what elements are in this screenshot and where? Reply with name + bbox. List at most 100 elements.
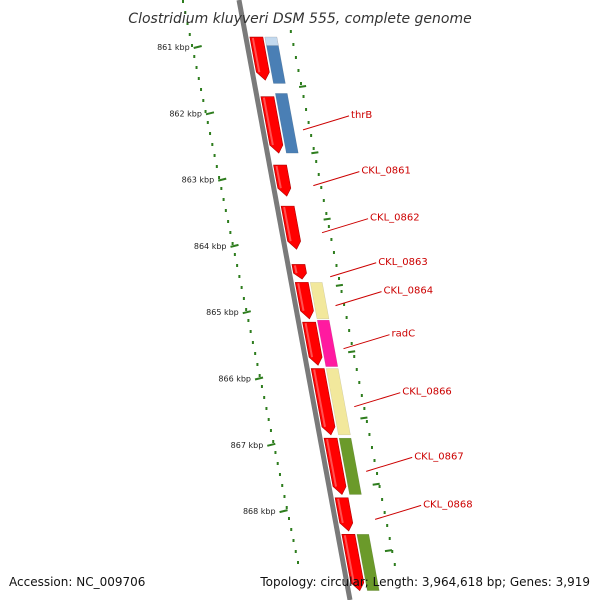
outer-track-dot xyxy=(381,498,384,501)
scale-label: 862 kbp xyxy=(169,109,202,118)
leader-line xyxy=(335,291,382,307)
outer-track-dot xyxy=(302,95,305,98)
accession-label: Accession: NC_009706 xyxy=(9,575,145,589)
leader-line xyxy=(354,392,401,408)
outer-track-dot xyxy=(317,173,320,176)
outer-track-dot xyxy=(343,303,346,306)
scale-label: 866 kbp xyxy=(218,375,251,384)
leader-line xyxy=(374,504,422,520)
track-dot xyxy=(269,429,272,432)
track-dot xyxy=(184,11,187,14)
gene-highlight xyxy=(283,206,292,242)
track-dot xyxy=(254,352,257,355)
scale-tick xyxy=(217,177,227,182)
scale-label: 864 kbp xyxy=(194,242,227,251)
gene-label: CKL_0864 xyxy=(384,286,434,297)
track-dot xyxy=(242,297,245,300)
gene-highlight xyxy=(326,438,337,487)
track-dot xyxy=(283,495,286,498)
feature-track xyxy=(264,36,380,591)
track-dot xyxy=(247,319,250,322)
track-dot xyxy=(193,55,196,58)
outer-tick xyxy=(348,350,356,354)
track-dot xyxy=(236,264,239,267)
track-dot xyxy=(249,330,252,333)
outer-tick xyxy=(311,151,319,155)
gene-highlight xyxy=(293,265,298,274)
gene-track xyxy=(249,36,365,592)
outer-track-dot xyxy=(386,524,389,527)
track-dot xyxy=(202,99,205,102)
outer-track-dot xyxy=(322,199,325,202)
scale-tick xyxy=(242,310,251,315)
gene-label: CKL_0866 xyxy=(402,387,452,398)
outer-track-dot xyxy=(391,550,394,553)
gene-label: CKL_0867 xyxy=(414,451,464,462)
outer-track-dot xyxy=(292,43,295,46)
gene-highlight xyxy=(337,498,344,524)
outer-track-dot xyxy=(348,329,351,332)
track-dot xyxy=(195,66,198,69)
gene-highlight xyxy=(304,322,314,358)
gene-labels: thrB CKL_0861 CKL_0862 CKL_0863 CKL_0864 radC… xyxy=(302,110,473,520)
outer-track-dot xyxy=(365,420,368,423)
outer-track-dot xyxy=(315,160,318,163)
track-dot xyxy=(276,462,279,465)
outer-tick xyxy=(360,416,368,420)
track-dot xyxy=(218,176,221,179)
track-dot xyxy=(222,198,225,201)
scale-label: 865 kbp xyxy=(206,308,239,317)
gene-highlight xyxy=(251,37,261,73)
leader-line xyxy=(343,334,390,350)
feature-block xyxy=(316,319,339,367)
outer-track-dot xyxy=(312,147,315,150)
track-dot xyxy=(251,341,254,344)
track-dot xyxy=(211,143,214,146)
track-dot xyxy=(281,484,284,487)
scale-tick xyxy=(267,442,276,447)
track-dot xyxy=(290,528,293,531)
scale-ticks: 861 kbp 862 kbp 863 kbp 864 kbp 865 kbp 866 k… xyxy=(157,43,288,516)
scale-tick xyxy=(254,376,264,381)
track-dot xyxy=(200,88,203,91)
track-dot xyxy=(215,165,218,168)
track-dot xyxy=(209,132,212,135)
track-dot xyxy=(227,220,230,223)
track-dot xyxy=(260,385,263,388)
outer-track-dot xyxy=(330,238,333,241)
outer-tick xyxy=(323,217,331,221)
track-dot xyxy=(213,154,216,157)
outer-track-dot xyxy=(332,251,335,254)
outer-tick xyxy=(298,85,307,88)
outer-track-dot xyxy=(338,277,341,280)
outer-track-dot xyxy=(376,472,379,475)
genome-backbone xyxy=(236,0,353,600)
gene-arrow xyxy=(291,264,307,280)
leader-line xyxy=(313,171,360,187)
gene-label: radC xyxy=(392,329,416,340)
track-dot xyxy=(220,187,223,190)
track-dot xyxy=(182,0,184,3)
track-dot xyxy=(233,253,236,256)
outer-track-dot xyxy=(335,264,338,267)
gene-highlight xyxy=(343,535,355,583)
gene-label: CKL_0862 xyxy=(370,213,420,224)
outer-dotted-track xyxy=(289,30,396,566)
outer-track-dot xyxy=(360,394,363,397)
outer-track-dot xyxy=(305,108,308,111)
topology-label: Topology: circular; Length: 3,964,618 bp… xyxy=(259,575,590,589)
leader-line xyxy=(302,115,350,131)
scale-tick xyxy=(279,509,288,514)
feature-block xyxy=(309,282,330,320)
outer-tick xyxy=(372,482,380,486)
track-dot xyxy=(267,418,270,421)
outer-track-dot xyxy=(299,82,302,85)
track-dot xyxy=(231,242,234,245)
outer-track-dot xyxy=(388,537,391,540)
track-dot xyxy=(287,517,290,520)
outer-track-dot xyxy=(307,121,310,124)
feature-block xyxy=(264,36,279,46)
track-dot xyxy=(238,275,241,278)
scale-tick xyxy=(205,111,215,116)
track-dot xyxy=(224,209,227,212)
